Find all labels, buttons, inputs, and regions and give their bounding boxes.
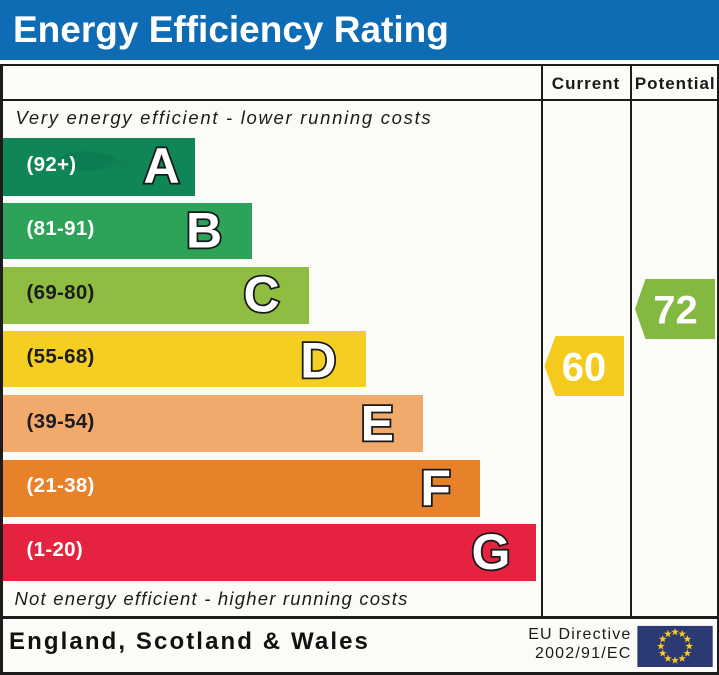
svg-text:60: 60 bbox=[562, 345, 607, 389]
svg-text:A: A bbox=[143, 138, 179, 194]
svg-text:B: B bbox=[186, 203, 222, 259]
svg-text:72: 72 bbox=[653, 288, 698, 332]
svg-text:C: C bbox=[243, 267, 279, 323]
svg-text:D: D bbox=[300, 332, 336, 388]
svg-text:G: G bbox=[472, 524, 511, 580]
svg-text:F: F bbox=[420, 460, 451, 516]
svg-text:E: E bbox=[361, 396, 394, 452]
